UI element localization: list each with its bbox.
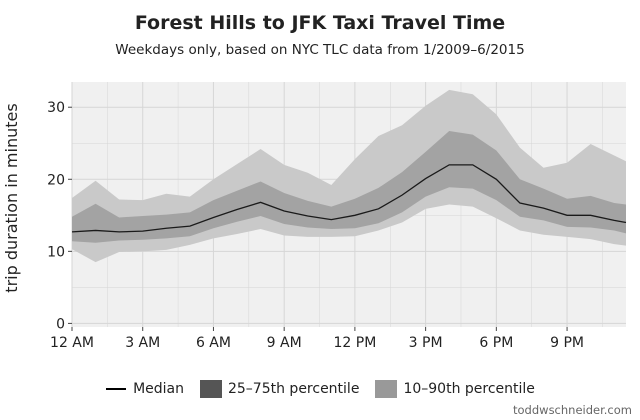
- x-tick-label: 9 AM: [267, 335, 302, 351]
- legend-key-25-75: [199, 380, 222, 398]
- y-tick-label: 20: [47, 172, 65, 188]
- chart-canvas: 12 AM 3 AM 6 AM 9 AM 12 PM 3 PM 6 PM 9 PM 0 10 20…: [47, 82, 627, 351]
- x-tick-label: 12 PM: [333, 335, 376, 351]
- legend: Median 25–75th percentile 10–90th percen…: [0, 380, 640, 398]
- chart-title: Forest Hills to JFK Taxi Travel Time: [134, 12, 506, 34]
- x-tick-label: 9 PM: [550, 335, 584, 351]
- legend-label-10-90: 10–90th percentile: [403, 381, 535, 397]
- legend-label-median: Median: [133, 381, 184, 397]
- x-tick-label: 3 AM: [125, 335, 160, 351]
- x-tick-label: 6 AM: [196, 335, 231, 351]
- legend-item-10-90: 10–90th percentile: [375, 380, 535, 398]
- median-line: [71, 164, 627, 233]
- legend-label-25-75: 25–75th percentile: [227, 381, 360, 397]
- legend-key-10-90: [375, 380, 398, 398]
- y-tick-label: 10: [47, 244, 65, 260]
- legend-item-25-75: 25–75th percentile: [199, 380, 360, 398]
- y-tick-label: 30: [47, 100, 65, 116]
- x-tick-label: 3 PM: [409, 335, 443, 351]
- chart-subtitle: Weekdays only, based on NYC TLC data fro…: [115, 42, 525, 58]
- band-25-75-percentile: [72, 131, 626, 243]
- x-axis-ticks: 12 AM 3 AM 6 AM 9 AM 12 PM 3 PM 6 PM 9 PM: [50, 327, 584, 351]
- legend-key-median: [105, 380, 127, 398]
- y-tick-label: 0: [56, 316, 65, 332]
- credit-text: toddwschneider.com: [513, 403, 632, 417]
- y-axis-ticks: 0 10 20 30: [47, 100, 72, 332]
- x-tick-label: 12 AM: [50, 335, 94, 351]
- legend-item-median: Median: [105, 380, 184, 398]
- x-tick-label: 6 PM: [479, 335, 513, 351]
